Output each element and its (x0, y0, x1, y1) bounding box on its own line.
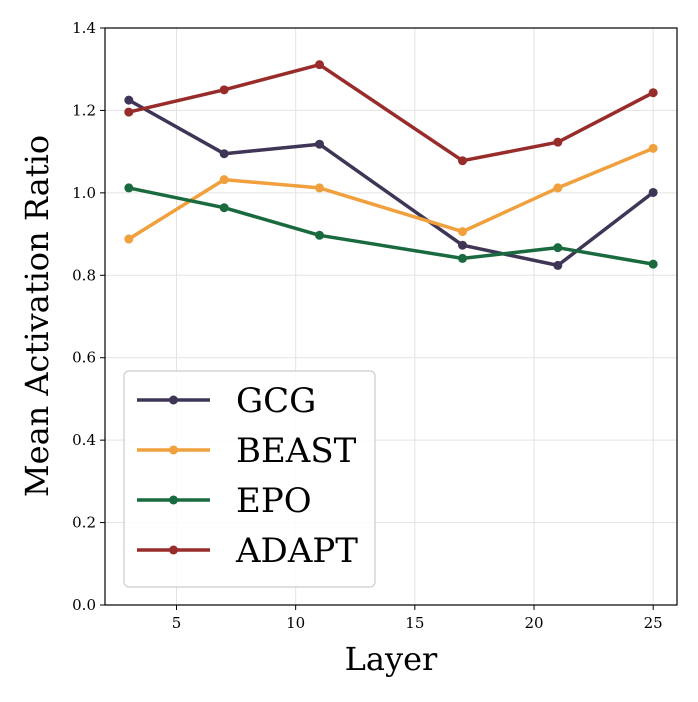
data-point (553, 137, 563, 147)
legend-marker (169, 445, 178, 455)
series-epo (124, 183, 658, 269)
data-point (458, 240, 467, 250)
series-line (127, 186, 655, 266)
series-adapt (124, 60, 658, 166)
x-axis-label: Layer (345, 640, 438, 678)
legend-item-beast: BEAST (137, 431, 357, 471)
legend: GCG BEAST EPO ADAPT (123, 370, 376, 588)
data-point (219, 203, 229, 213)
x-tick-label: 25 (644, 614, 663, 632)
data-point (458, 156, 467, 166)
series-gcg (124, 95, 658, 270)
y-tick-label: 0.8 (72, 266, 96, 284)
data-point (124, 95, 134, 105)
legend-item-adapt: ADAPT (137, 531, 358, 571)
data-point (648, 88, 658, 98)
data-point (553, 243, 563, 253)
data-point (219, 149, 229, 159)
legend-label: ADAPT (235, 531, 358, 571)
legend-marker (169, 395, 178, 405)
series-line (127, 98, 655, 268)
series-layer (124, 60, 658, 270)
legend-item-epo: EPO (137, 481, 312, 521)
legend-marker (169, 545, 178, 555)
data-point (648, 143, 658, 153)
y-tick-label: 1.2 (72, 101, 96, 119)
x-tick-label: 10 (286, 614, 305, 632)
data-point (458, 227, 467, 237)
ticks: 5 10 15 20 25 0.0 0.2 0.4 0.6 0.8 1.0 1.2 1.4 (72, 19, 663, 632)
y-tick-label: 0.0 (72, 596, 96, 614)
series-line (127, 146, 655, 241)
y-tick-label: 0.4 (72, 431, 96, 449)
legend-box (123, 370, 376, 588)
y-tick-label: 1.4 (72, 19, 96, 37)
legend-label: GCG (236, 381, 316, 421)
y-axis-label: Mean Activation Ratio (18, 135, 56, 497)
x-tick-label: 5 (172, 614, 182, 632)
data-point (315, 183, 324, 193)
y-tick-label: 1.0 (72, 184, 96, 202)
x-tick-label: 20 (524, 614, 543, 632)
x-tick-label: 15 (405, 614, 424, 632)
data-point (124, 234, 134, 244)
y-tick-label: 0.6 (72, 349, 96, 367)
data-point (315, 60, 324, 70)
data-point (124, 107, 134, 117)
data-point (648, 259, 658, 269)
data-point (458, 253, 467, 263)
legend-label: BEAST (236, 431, 357, 471)
data-point (315, 139, 324, 149)
data-point (553, 183, 563, 193)
legend-item-gcg: GCG (137, 381, 316, 421)
data-point (553, 260, 563, 270)
data-point (219, 85, 229, 95)
legend-label: EPO (236, 481, 312, 521)
series-beast (124, 143, 658, 244)
data-point (219, 175, 229, 185)
legend-marker (169, 495, 178, 505)
y-tick-label: 0.2 (72, 514, 96, 532)
data-point (124, 183, 134, 193)
plot-frame (104, 27, 678, 606)
data-point (648, 187, 658, 197)
data-point (315, 230, 324, 240)
series-line (127, 62, 655, 163)
